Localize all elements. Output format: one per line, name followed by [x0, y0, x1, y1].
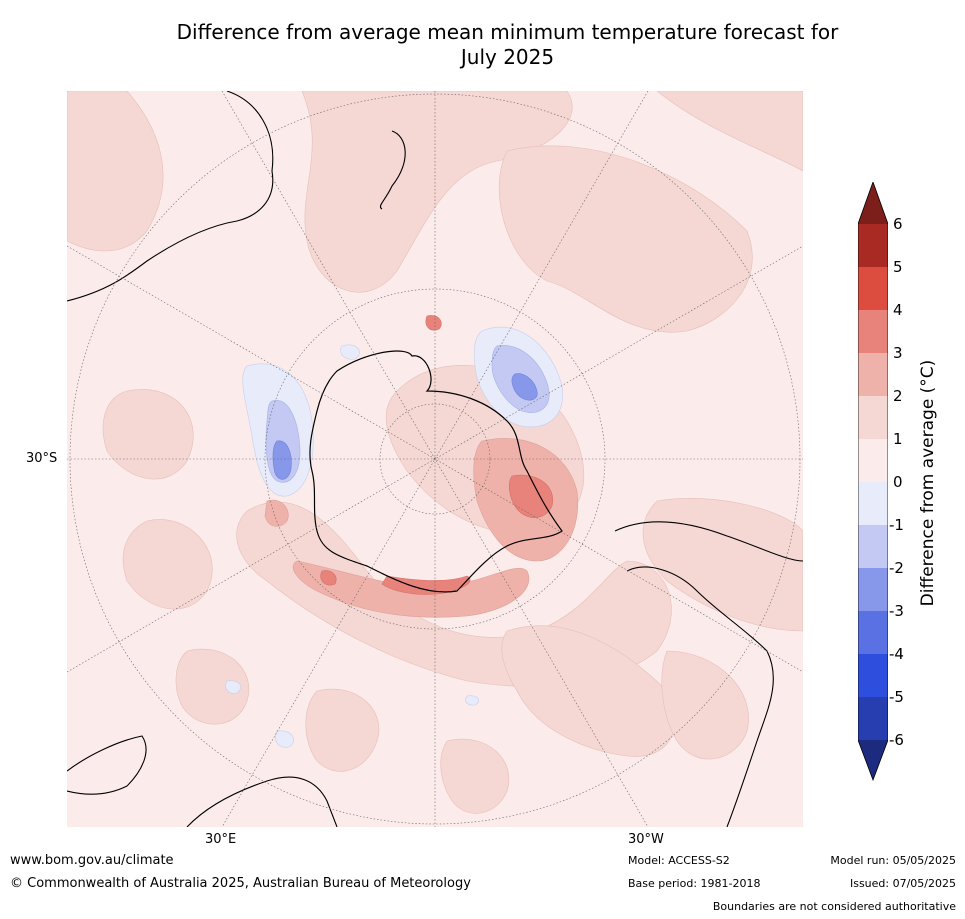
lon-label-30e: 30°E	[205, 832, 237, 847]
colorbar-under-arrow	[858, 740, 888, 780]
colorbar-tick-neg2: -2	[889, 559, 904, 577]
colorbar	[858, 182, 888, 782]
colorbar-level-0-1	[858, 439, 888, 482]
colorbar-level-3-4	[858, 310, 888, 353]
colorbar-tick-3: 3	[893, 344, 903, 362]
website-link[interactable]: www.bom.gov.au/climate	[10, 853, 174, 868]
graticule	[67, 91, 803, 827]
antarctica-outline	[309, 350, 563, 593]
colorbar-tick-neg6: -6	[889, 731, 904, 749]
colorbar-tick-neg5: -5	[889, 688, 904, 706]
colorbar-level-neg1-0	[858, 482, 888, 525]
map-title: Difference from average mean minimum tem…	[60, 20, 955, 70]
colorbar-tick-6: 6	[893, 215, 903, 233]
continent-outlines	[67, 91, 803, 827]
colorbar-level-2-3	[858, 353, 888, 396]
colorbar-level-1-2	[858, 396, 888, 439]
colorbar-level-neg3-neg2	[858, 568, 888, 611]
map-panel[interactable]	[67, 91, 803, 827]
map-svg	[67, 91, 803, 827]
colorbar-level-4-5	[858, 267, 888, 310]
colorbar-level-5-6	[858, 224, 888, 267]
model-run-text: Model run: 05/05/2025	[830, 854, 956, 867]
colorbar-level-neg4-neg3	[858, 611, 888, 654]
copyright-text: © Commonwealth of Australia 2025, Austra…	[10, 876, 471, 891]
title-line-1: Difference from average mean minimum tem…	[176, 20, 839, 44]
title-line-2: July 2025	[460, 45, 555, 69]
colorbar-level-neg6-neg5	[858, 697, 888, 740]
anomaly-3-4-regions	[320, 315, 554, 595]
colorbar-tick-0: 0	[893, 473, 903, 491]
anomaly-neg3-neg2-regions	[272, 373, 538, 480]
base-period-text: Base period: 1981-2018	[628, 877, 761, 890]
colorbar-tick-neg4: -4	[889, 645, 904, 663]
colorbar-over-arrow	[858, 182, 888, 224]
colorbar-tick-5: 5	[893, 258, 903, 276]
issued-text: Issued: 07/05/2025	[849, 877, 956, 890]
colorbar-tick-2: 2	[893, 387, 903, 405]
colorbar-tick-4: 4	[893, 301, 903, 319]
colorbar-title: Difference from average (°C)	[918, 359, 938, 607]
colorbar-tick-neg1: -1	[889, 516, 904, 534]
disclaimer-text: Boundaries are not considered authoritat…	[712, 900, 956, 913]
colorbar-tick-neg3: -3	[889, 602, 904, 620]
model-text: Model: ACCESS-S2	[628, 854, 730, 867]
lon-label-30w: 30°W	[628, 832, 664, 847]
colorbar-level-neg5-neg4	[858, 654, 888, 697]
colorbar-tick-1: 1	[893, 430, 903, 448]
lat-label-30s: 30°S	[26, 451, 58, 466]
colorbar-level-neg2-neg1	[858, 525, 888, 568]
